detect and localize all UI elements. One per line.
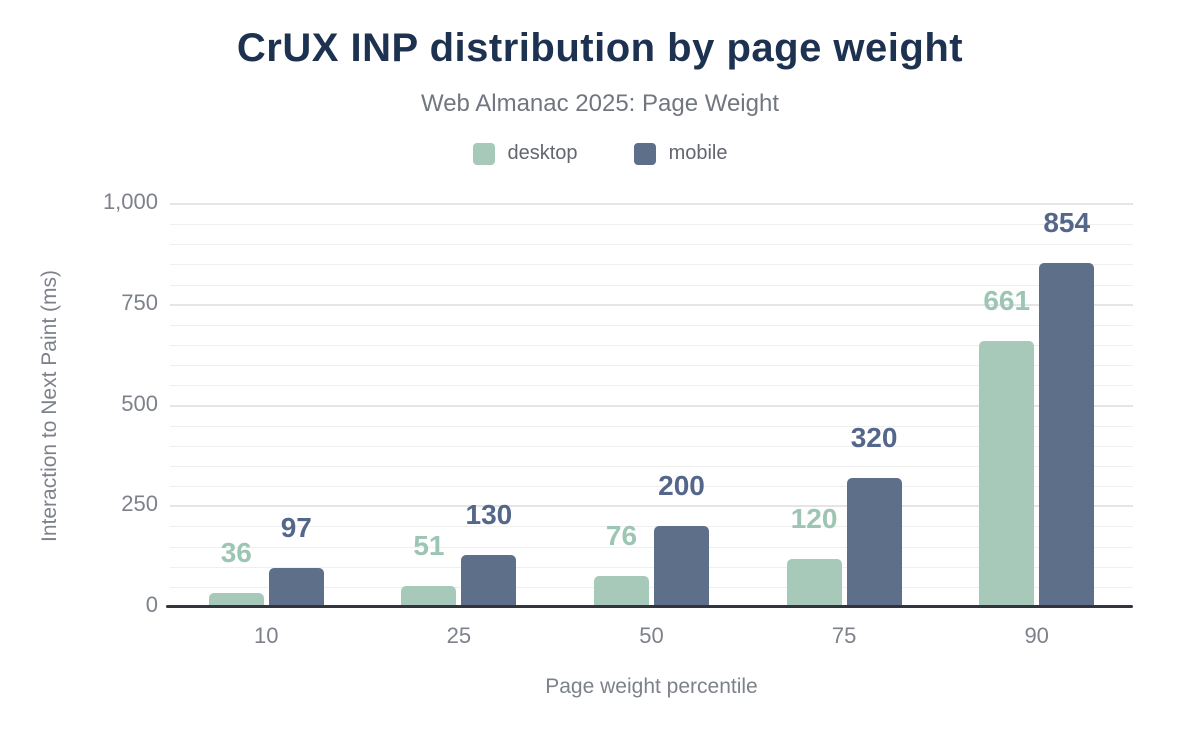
legend-item-desktop[interactable]: desktop (472, 142, 578, 165)
legend-label-desktop: desktop (507, 142, 578, 164)
y-axis-title: Interaction to Next Paint (ms) (38, 269, 61, 542)
minor-gridline-700 (170, 324, 1133, 326)
y-tick-label-1000: 1,000 (102, 189, 158, 214)
barwrap-desktop-10: 36 (208, 537, 264, 607)
value-label-desktop-50: 76 (605, 520, 638, 552)
chart-title: CrUX INP distribution by page weight (236, 26, 964, 70)
value-label-desktop-25: 51 (413, 530, 445, 562)
minor-gridline-850 (170, 264, 1133, 266)
legend: desktop mobile (0, 142, 1200, 165)
legend-label-mobile: mobile (668, 142, 728, 164)
chart-subtitle: Web Almanac 2025: Page Weight (420, 90, 779, 117)
minor-gridline-300 (170, 486, 1133, 488)
desktop-swatch-icon (472, 142, 495, 165)
bar-group-10: 36 97 (170, 204, 363, 607)
bar-desktop-90 (979, 340, 1035, 607)
minor-gridline-350 (170, 465, 1133, 467)
minor-gridline-200 (170, 526, 1133, 528)
x-axis-title: Page weight percentile (545, 675, 758, 698)
x-axis-line (166, 605, 1133, 608)
barwrap-mobile-25: 130 (461, 499, 517, 607)
value-label-mobile-25: 130 (465, 498, 513, 530)
bar-mobile-10 (268, 567, 324, 607)
barwrap-mobile-75: 320 (846, 422, 902, 607)
y-tick-label-250: 250 (121, 491, 158, 517)
major-gridline-500 (170, 404, 1133, 407)
x-tick-label-75: 75 (831, 623, 857, 648)
minor-gridline-400 (170, 445, 1133, 447)
legend-item-mobile[interactable]: mobile (633, 142, 728, 165)
value-label-desktop-90: 661 (983, 284, 1031, 316)
value-label-mobile-90: 854 (1043, 206, 1091, 238)
x-tick-label-50: 50 (639, 623, 664, 648)
bar-chart-plot-area: 0 250 500 750 1,000 36 97 51 130 76 200 120 320 661 8… (38, 189, 1133, 698)
barwrap-mobile-50: 200 (653, 470, 709, 607)
minor-gridline-550 (170, 385, 1133, 387)
bar-desktop-25 (401, 586, 457, 607)
major-gridline-750 (170, 303, 1133, 306)
bar-desktop-10 (208, 592, 264, 607)
bar-desktop-50 (593, 576, 649, 607)
bar-group-75: 120 320 (748, 204, 941, 607)
minor-gridline-800 (170, 284, 1133, 286)
minor-gridline-150 (170, 546, 1133, 548)
barwrap-desktop-25: 51 (401, 530, 457, 607)
value-label-mobile-10: 97 (280, 511, 312, 543)
x-tick-label-25: 25 (446, 623, 472, 648)
barwrap-desktop-90: 661 (979, 285, 1035, 607)
minor-gridline-900 (170, 244, 1133, 246)
minor-gridline-50 (170, 586, 1133, 588)
value-label-desktop-10: 36 (220, 536, 252, 568)
bar-mobile-50 (653, 526, 709, 607)
minor-gridline-450 (170, 425, 1133, 427)
x-tick-label-90: 90 (1024, 623, 1049, 648)
major-gridline-1000 (170, 203, 1133, 205)
bar-group-90: 661 854 (940, 204, 1133, 607)
major-gridline-250 (170, 505, 1133, 508)
bar-desktop-75 (786, 558, 842, 607)
x-tick-label-10: 10 (254, 623, 279, 648)
y-tick-label-0: 0 (145, 592, 158, 617)
barwrap-desktop-50: 76 (593, 520, 649, 607)
value-label-mobile-75: 320 (850, 422, 898, 453)
bar-group-50: 76 200 (555, 204, 748, 607)
value-label-desktop-75: 120 (790, 502, 838, 534)
barwrap-mobile-90: 854 (1039, 207, 1095, 607)
minor-gridline-650 (170, 345, 1133, 347)
mobile-swatch-icon (633, 142, 656, 165)
minor-gridline-100 (170, 566, 1133, 568)
bar-mobile-90 (1039, 262, 1095, 607)
barwrap-mobile-10: 97 (268, 512, 324, 607)
minor-gridline-600 (170, 365, 1133, 367)
bar-mobile-75 (846, 478, 902, 607)
value-label-mobile-50: 200 (658, 470, 705, 502)
y-tick-label-750: 750 (121, 289, 158, 315)
bar-group-25: 51 130 (363, 204, 556, 607)
barwrap-desktop-75: 120 (786, 503, 842, 607)
bar-mobile-25 (461, 554, 517, 607)
y-tick-label-500: 500 (121, 390, 158, 416)
minor-gridline-950 (170, 224, 1133, 226)
